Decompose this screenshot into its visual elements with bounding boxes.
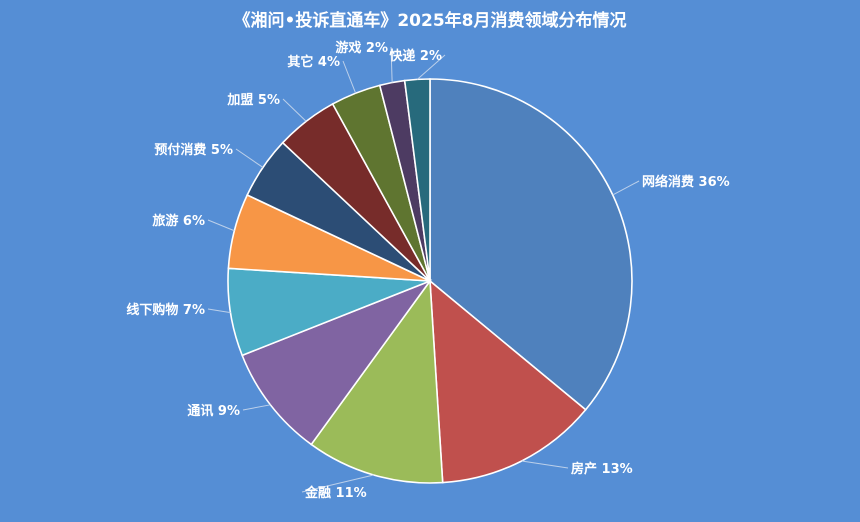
leader-line-1 xyxy=(612,180,640,196)
leader-line-9 xyxy=(342,60,357,94)
leader-line-8 xyxy=(282,98,307,122)
leader-lines-group xyxy=(207,46,640,493)
leader-line-5 xyxy=(207,308,231,314)
slices-group xyxy=(227,78,633,484)
slice-label-5: 线下购物 7% xyxy=(126,302,205,318)
leader-line-11 xyxy=(416,54,446,80)
leader-line-3 xyxy=(301,474,374,493)
slice-label-7: 预付消费 5% xyxy=(154,142,233,158)
slice-label-9: 其它 4% xyxy=(287,54,340,70)
leader-line-10 xyxy=(390,46,393,83)
leader-line-2 xyxy=(521,460,569,469)
slice-label-2: 房产 13% xyxy=(571,461,633,477)
slice-label-4: 通讯 9% xyxy=(187,403,240,419)
leader-line-7 xyxy=(235,148,264,168)
leader-line-6 xyxy=(207,219,235,232)
slice-label-11: 快递 2% xyxy=(389,48,442,64)
pie-slice-3 xyxy=(310,278,444,484)
pie-slice-1 xyxy=(429,78,633,411)
leader-line-4 xyxy=(242,404,271,411)
slice-label-6: 旅游 6% xyxy=(152,213,205,229)
labels-group: 网络消费 36% 房产 13% 金融 11% 通讯 9% 线下购物 7% 旅游 6% 预付消… xyxy=(126,40,729,501)
slice-label-10: 游戏 2% xyxy=(335,40,388,56)
slice-label-3: 金融 11% xyxy=(304,485,367,501)
slice-label-8: 加盟 5% xyxy=(226,92,280,108)
slice-label-1: 网络消费 36% xyxy=(642,174,730,190)
chart-title: 《湘问•投诉直通车》2025年8月消费领域分布情况 xyxy=(233,10,626,31)
